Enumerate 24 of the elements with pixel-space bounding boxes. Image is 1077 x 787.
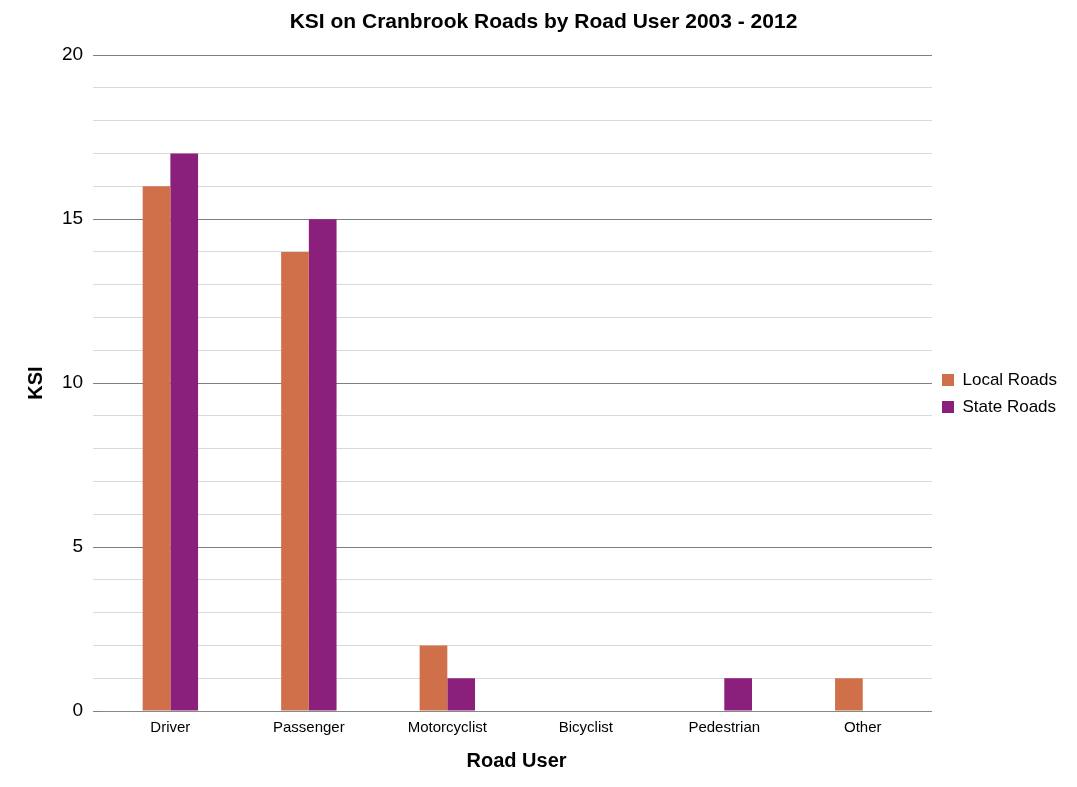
x-tick-label: Pedestrian [688,718,761,736]
bar [447,678,476,711]
y-tick-label: 20 [61,43,84,65]
x-tick-label: Driver [150,718,191,736]
y-axis-title: KSI [23,366,46,400]
bar [170,153,199,711]
bar [281,251,309,711]
legend-label: State Roads [962,396,1057,416]
bar [419,645,448,711]
chart-title: KSI on Cranbrook Roads by Road User 2003 - 2012 [289,9,798,33]
bar [724,678,752,711]
x-tick-label: Bicyclist [558,718,614,736]
y-tick-label: 15 [61,207,84,229]
bar [835,678,863,711]
x-axis-title: Road User [466,748,567,771]
x-tick-label: Other [844,718,882,736]
x-tick-label: Motorcyclist [407,718,488,736]
y-tick-label: 5 [72,535,84,557]
bar [308,219,337,711]
legend-label: Local Roads [962,369,1058,389]
bar [142,186,171,711]
y-tick-label: 10 [61,371,84,393]
y-tick-label: 0 [72,699,84,721]
x-tick-label: Passenger [272,718,345,736]
